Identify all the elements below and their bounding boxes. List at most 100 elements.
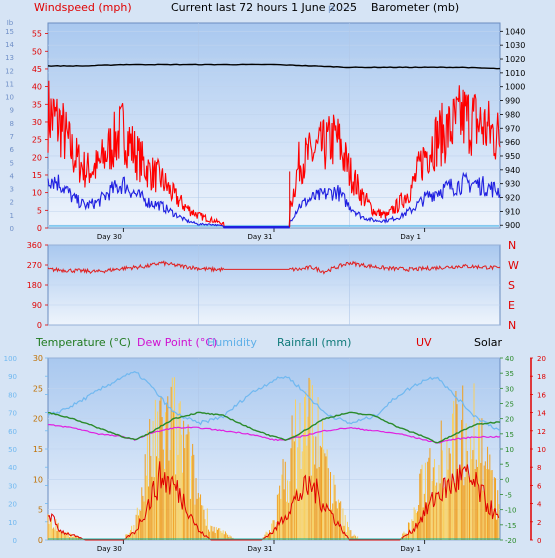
rain-tick-label: 10: [33, 475, 43, 484]
barometer-tick-label: 930: [505, 180, 520, 189]
barometer-tick-label: 950: [505, 152, 520, 161]
barometer-tick-label: 970: [505, 124, 520, 133]
secondary-tick-label: 0: [10, 225, 14, 233]
uv-tick-label: 18: [537, 373, 546, 381]
barometer-axis-title: Barometer (mb): [371, 1, 459, 14]
temperature-tick-label: 30: [505, 385, 514, 393]
compass-label: E: [508, 299, 515, 312]
direction-grid: [48, 244, 500, 326]
secondary-tick-label: 9: [10, 107, 14, 115]
windspeed-tick-label: 40: [32, 83, 42, 92]
barometer-tick-label: 980: [505, 110, 520, 119]
rain-tick-label: 20: [33, 415, 43, 424]
uv-tick-label: 20: [537, 355, 546, 363]
day-tick-label: Day 1: [400, 545, 421, 553]
rain-tick-label: 15: [33, 445, 43, 454]
secondary-tick-label: 6: [10, 146, 15, 154]
windspeed-tick-label: 10: [32, 189, 42, 198]
temperature-tick-label: -15: [505, 522, 516, 530]
uv-tick-label: 16: [537, 391, 546, 399]
secondary-tick-label: 5: [10, 159, 14, 167]
windspeed-tick-label: 50: [32, 47, 42, 56]
humidity-tick-label: 80: [8, 391, 17, 399]
secondary-tick-label: 10: [5, 94, 14, 102]
chart-title: Current last 72 hours 1 June 2025: [171, 1, 357, 14]
temperature-tick-label: 5: [505, 461, 509, 469]
temperature-series-line: [48, 411, 501, 444]
barometer-tick-label: 1020: [505, 55, 525, 64]
humidity-tick-label: 10: [8, 519, 17, 527]
rain-tick-label: 30: [33, 354, 43, 363]
uv-tick-label: 8: [537, 464, 541, 472]
barometer-tick-label: 1010: [505, 69, 525, 78]
secondary-tick-label: 7: [10, 133, 14, 141]
rain-tick-label: 0: [38, 536, 43, 545]
secondary-tick-label: 3: [10, 186, 14, 194]
uv-legend: UV: [416, 336, 432, 349]
secondary-tick-label: 14: [5, 41, 14, 49]
overlap-label: p. ---: [328, 3, 352, 14]
humidity-tick-label: 90: [8, 373, 17, 381]
barometer-tick-label: 990: [505, 97, 520, 106]
barometer-tick-label: 960: [505, 138, 520, 147]
day-tick-label: Day 30: [97, 233, 122, 241]
uv-tick-label: 12: [537, 428, 546, 436]
secondary-tick-label: 12: [5, 67, 14, 75]
windspeed-tick-label: 45: [32, 65, 42, 74]
windspeed-axis-title: Windspeed (mph): [34, 1, 132, 14]
temperature-tick-label: -20: [505, 537, 516, 545]
humidity-tick-label: 50: [8, 446, 17, 454]
windspeed-tick-label: 20: [32, 153, 42, 162]
humidity-legend: Humidity: [207, 336, 257, 349]
barometer-tick-label: 900: [505, 221, 520, 230]
temperature-tick-label: 25: [505, 401, 514, 409]
barometer-tick-label: 1030: [505, 41, 525, 50]
windspeed-tick-label: 25: [32, 136, 42, 145]
barometer-tick-label: 1040: [505, 27, 525, 36]
compass-label: W: [508, 259, 519, 272]
uv-tick-label: 6: [537, 482, 542, 490]
temperature-tick-label: -5: [505, 492, 512, 500]
barometer-tick-label: 910: [505, 207, 520, 216]
temperature-tick-label: 40: [505, 355, 514, 363]
barometer-series-line: [47, 63, 501, 70]
direction-tick-label: 270: [27, 261, 42, 270]
day-tick-label: Day 31: [248, 233, 273, 241]
rain-tick-label: 5: [38, 506, 43, 515]
temp-axes: 0102030405060708090100051015202530-20-15…: [4, 354, 547, 553]
uv-tick-label: 2: [537, 519, 541, 527]
humidity-tick-label: 40: [8, 464, 17, 472]
barometer-tick-label: 1000: [505, 83, 525, 92]
uv-tick-label: 4: [537, 501, 542, 509]
compass-label: S: [508, 279, 515, 292]
windspeed-tick-label: 55: [32, 30, 42, 39]
secondary-tick-label: 4: [10, 172, 15, 180]
temperature-tick-label: 20: [505, 416, 514, 424]
secondary-unit-label: Ib: [7, 19, 14, 27]
secondary-tick-label: 11: [5, 80, 14, 88]
direction-tick-label: 360: [27, 241, 42, 250]
uv-tick-label: 10: [537, 446, 546, 454]
humidity-tick-label: 100: [4, 355, 17, 363]
temp-series: [47, 371, 501, 541]
temperature-legend: Temperature (°C): [35, 336, 131, 349]
secondary-tick-label: 15: [5, 28, 14, 36]
uv-tick-label: 0: [537, 537, 541, 545]
dewpoint-legend: Dew Point (°C): [137, 336, 217, 349]
uv-series-line: [47, 461, 500, 541]
windspeed-tick-label: 35: [32, 100, 42, 109]
windspeed-tick-label: 0: [37, 224, 42, 233]
uv-tick-label: 14: [537, 410, 546, 418]
solar-legend: Solar: [474, 336, 503, 349]
windspeed-tick-label: 15: [32, 171, 42, 180]
direction-tick-label: 90: [32, 301, 42, 310]
compass-label: N: [508, 239, 516, 252]
temperature-tick-label: 15: [505, 431, 514, 439]
secondary-tick-label: 8: [10, 120, 14, 128]
barometer-tick-label: 920: [505, 194, 520, 203]
humidity-tick-label: 60: [8, 428, 17, 436]
windspeed-tick-label: 30: [32, 118, 42, 127]
